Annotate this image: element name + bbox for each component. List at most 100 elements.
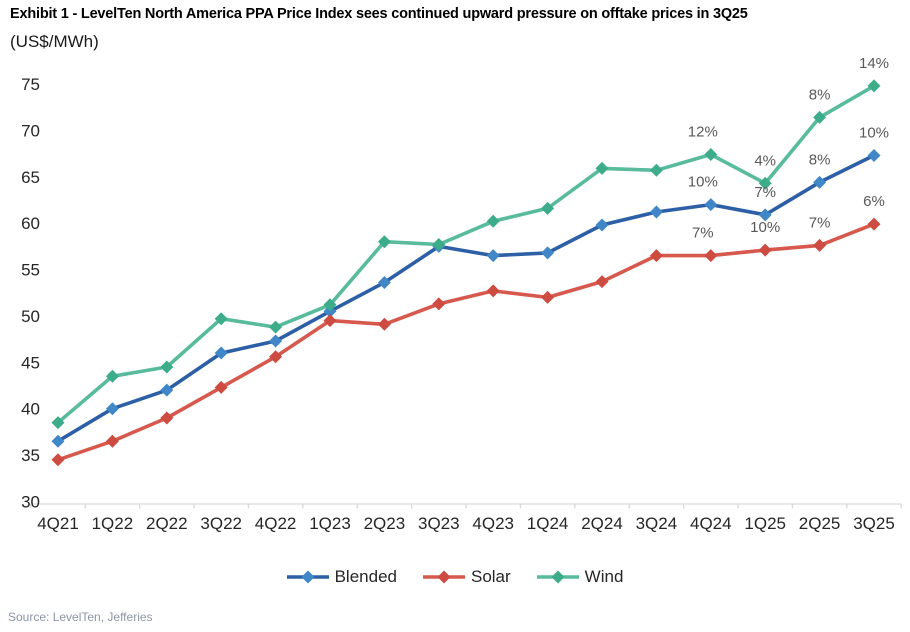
data-point-solar-4Q23: [486, 284, 500, 298]
data-point-solar-4Q21: [51, 453, 65, 467]
x-axis-tick-label: 1Q23: [309, 514, 351, 533]
data-point-wind-2Q25: [813, 110, 827, 124]
data-point-solar-3Q22: [214, 380, 228, 394]
data-point-blended-2Q23: [377, 276, 391, 290]
y-axis-tick-label: 35: [21, 446, 40, 465]
annotation-blended-4Q24: 10%: [688, 174, 718, 191]
legend-diamond: [301, 570, 315, 584]
legend-item-solar: Solar: [422, 567, 511, 587]
data-point-solar-1Q23: [323, 314, 337, 328]
legend-diamond: [437, 570, 451, 584]
data-point-blended-2Q25: [813, 175, 827, 189]
annotation-blended-3Q25: 10%: [859, 124, 889, 141]
series-line-blended: [56, 153, 876, 444]
x-axis-tick-label: 2Q24: [581, 514, 623, 533]
data-point-wind-1Q25: [758, 176, 772, 190]
legend-item-wind: Wind: [536, 567, 624, 587]
data-point-solar-4Q22: [269, 350, 283, 364]
data-point-blended-1Q22: [105, 402, 119, 416]
data-point-blended-2Q22: [160, 383, 174, 397]
data-point-solar-2Q22: [160, 411, 174, 425]
exhibit-title: Exhibit 1 - LevelTen North America PPA P…: [10, 6, 748, 22]
data-point-blended-3Q22: [214, 346, 228, 360]
annotation-wind-2Q25: 8%: [809, 86, 831, 103]
y-axis-tick-label: 70: [21, 121, 40, 140]
data-point-solar-2Q25: [813, 238, 827, 252]
x-axis-tick-label: 3Q25: [853, 514, 895, 533]
annotation-solar-2Q25: 7%: [809, 214, 831, 231]
data-point-blended-3Q24: [649, 205, 663, 219]
data-point-wind-4Q21: [51, 416, 65, 430]
y-axis-tick-label: 50: [21, 307, 40, 326]
x-axis-tick-label: 3Q24: [636, 514, 678, 533]
data-point-solar-1Q22: [105, 434, 119, 448]
data-point-wind-2Q24: [595, 161, 609, 175]
annotation-solar-1Q25: 10%: [750, 219, 780, 236]
data-point-blended-2Q24: [595, 218, 609, 232]
x-axis-tick-label: 1Q25: [744, 514, 786, 533]
x-axis-tick-label: 4Q22: [255, 514, 297, 533]
data-point-wind-3Q24: [649, 163, 663, 177]
data-point-solar-2Q24: [595, 275, 609, 289]
annotation-wind-3Q25: 14%: [859, 55, 889, 72]
x-axis-tick-label: 3Q23: [418, 514, 460, 533]
data-point-wind-1Q22: [105, 369, 119, 383]
data-point-solar-3Q25: [867, 217, 881, 231]
legend-item-blended: Blended: [286, 567, 397, 587]
y-axis-tick-label: 55: [21, 261, 40, 280]
annotation-blended-1Q25: 7%: [754, 184, 776, 201]
x-axis-tick-label: 4Q23: [472, 514, 514, 533]
data-point-blended-4Q21: [51, 434, 65, 448]
data-point-solar-3Q24: [649, 249, 663, 263]
x-axis-tick-label: 1Q24: [527, 514, 569, 533]
source-note: Source: LevelTen, Jefferies: [8, 610, 153, 624]
annotation-blended-2Q25: 8%: [809, 151, 831, 168]
y-axis-tick-label: 30: [21, 493, 40, 512]
data-point-blended-1Q24: [541, 246, 555, 260]
data-point-wind-4Q22: [269, 320, 283, 334]
data-point-blended-4Q23: [486, 249, 500, 263]
legend-marker-wind-icon: [536, 570, 579, 584]
y-axis-tick-label: 45: [21, 353, 40, 372]
series-line-wind: [56, 84, 876, 425]
y-axis-tick-label: 60: [21, 214, 40, 233]
chart-legend: Blended Solar Wind: [0, 565, 910, 589]
legend-label: Wind: [584, 567, 624, 586]
x-axis-tick-label: 3Q22: [200, 514, 242, 533]
legend-marker-blended-icon: [286, 570, 329, 584]
x-axis-tick-label: 4Q24: [690, 514, 732, 533]
annotation-solar-3Q25: 6%: [863, 193, 885, 210]
y-axis-unit-label: (US$/MWh): [10, 32, 99, 51]
annotation-solar-4Q24: 7%: [692, 225, 714, 242]
data-point-wind-3Q25: [867, 79, 881, 93]
y-axis-tick-label: 65: [21, 168, 40, 187]
data-point-wind-4Q24: [704, 148, 718, 162]
legend-diamond: [551, 570, 565, 584]
data-point-wind-4Q23: [486, 214, 500, 228]
y-axis-tick-label: 75: [21, 75, 40, 94]
data-point-blended-3Q25: [867, 148, 881, 162]
data-point-blended-1Q25: [758, 208, 772, 222]
annotation-wind-4Q24: 12%: [688, 124, 718, 141]
data-point-wind-2Q23: [377, 235, 391, 249]
legend-label: Solar: [470, 567, 511, 586]
data-point-wind-1Q23: [323, 298, 337, 312]
annotation-wind-1Q25: 4%: [754, 152, 776, 169]
data-point-wind-1Q24: [541, 201, 555, 215]
data-point-solar-2Q23: [377, 317, 391, 331]
data-point-wind-2Q22: [160, 360, 174, 374]
legend-label: Blended: [334, 567, 397, 586]
data-point-solar-1Q24: [541, 290, 555, 304]
data-point-solar-4Q24: [704, 249, 718, 263]
x-axis-tick-label: 2Q25: [799, 514, 841, 533]
data-point-blended-4Q24: [704, 198, 718, 212]
y-axis-tick-label: 40: [21, 400, 40, 419]
legend-marker-solar-icon: [422, 570, 465, 584]
data-point-wind-3Q23: [432, 238, 446, 252]
x-axis-tick-label: 1Q22: [92, 514, 134, 533]
data-point-solar-3Q23: [432, 297, 446, 311]
data-point-blended-4Q22: [269, 334, 283, 348]
x-axis-tick-label: 2Q22: [146, 514, 188, 533]
data-point-solar-1Q25: [758, 243, 772, 257]
